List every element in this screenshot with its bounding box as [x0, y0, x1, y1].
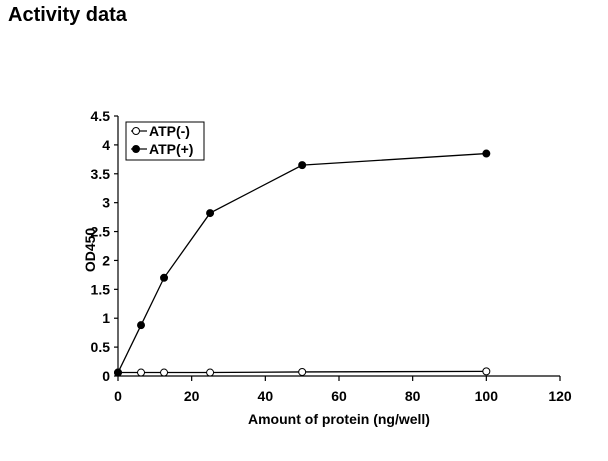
legend-marker-atp	[132, 145, 140, 153]
y-axis-label: OD450	[82, 228, 98, 273]
data-point-atp	[137, 321, 146, 330]
data-point-atp	[482, 149, 491, 158]
y-ticks: 0 0.5 1 1.5 2 2.5 3 3.5 4 4.5	[91, 108, 118, 384]
y-tick-label: 4	[102, 137, 110, 153]
x-tick-label: 100	[475, 388, 499, 404]
x-axis-label: Amount of protein (ng/well)	[248, 411, 430, 427]
data-point-atp	[160, 368, 169, 377]
x-tick-label: 40	[258, 388, 274, 404]
y-tick-label: 3.5	[91, 166, 111, 182]
x-tick-label: 120	[548, 388, 572, 404]
data-point-atp	[137, 368, 146, 377]
legend-label-atp: ATP(-)	[149, 123, 190, 139]
y-tick-label: 3	[102, 195, 110, 211]
data-point-atp	[298, 367, 307, 376]
x-tick-label: 80	[405, 388, 421, 404]
legend-box	[125, 121, 205, 161]
data-point-atp	[298, 161, 307, 170]
legend-label-atp: ATP(+)	[149, 141, 193, 157]
y-tick-label: 2.5	[91, 224, 111, 240]
y-tick-label: 0.5	[91, 339, 111, 355]
x-tick-label: 0	[114, 388, 122, 404]
x-tick-label: 20	[184, 388, 200, 404]
chart-series	[114, 149, 491, 377]
legend-marker-atp	[132, 127, 140, 135]
data-point-atp	[160, 273, 169, 282]
y-tick-label: 1	[102, 310, 110, 326]
chart-legend: ATP(-) ATP(+)	[125, 121, 205, 161]
data-point-atp	[114, 368, 122, 377]
page-title: Activity data	[8, 4, 127, 26]
y-tick-label: 0	[102, 368, 110, 384]
y-tick-label: 4.5	[91, 108, 111, 124]
data-point-atp	[482, 367, 491, 376]
data-point-atp	[206, 368, 215, 377]
x-ticks: 0 20 40 60 80 100 120	[114, 376, 572, 404]
series-line-atp	[117, 152, 487, 373]
y-tick-label: 2	[102, 252, 110, 268]
data-point-atp	[206, 209, 215, 218]
y-tick-label: 1.5	[91, 281, 111, 297]
x-tick-label: 60	[331, 388, 347, 404]
